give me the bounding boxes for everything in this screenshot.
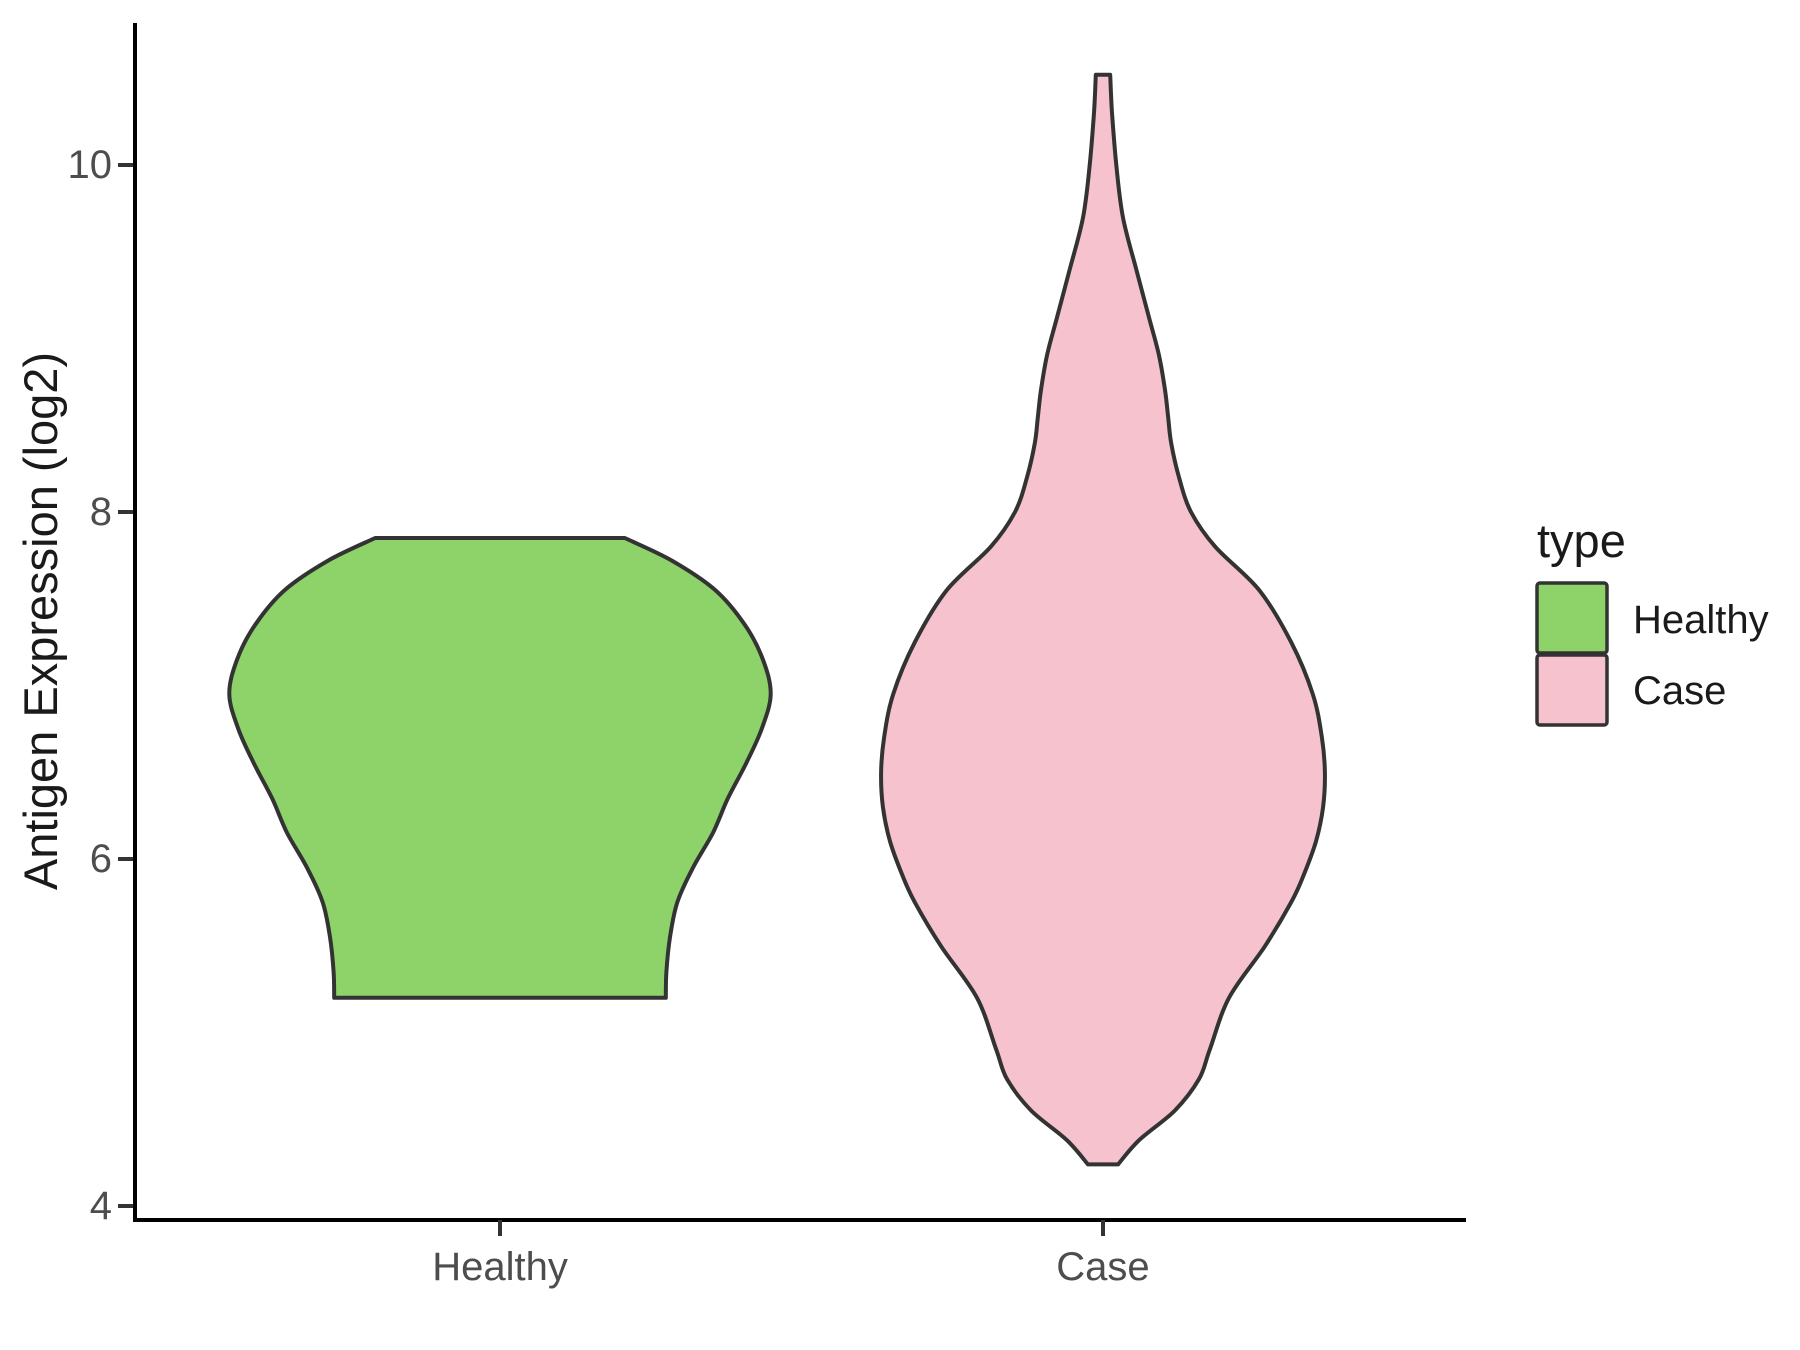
legend: type Healthy Case	[1535, 514, 1769, 727]
violin-case	[879, 72, 1327, 1167]
legend-title: type	[1537, 514, 1626, 567]
y-tick-label: 6	[90, 837, 112, 881]
violins-layer	[227, 72, 1327, 1167]
legend-label-case: Case	[1633, 669, 1726, 713]
x-category-label-case: Case	[1056, 1245, 1149, 1289]
violin-healthy	[227, 536, 773, 1000]
y-axis-title: Antigen Expression (log2)	[14, 352, 67, 890]
y-axis-ticks: 4 6 8 10	[68, 143, 133, 1228]
legend-key-case	[1535, 653, 1609, 727]
legend-label-healthy: Healthy	[1633, 598, 1769, 642]
x-axis-ticks: Healthy Case	[432, 1220, 1150, 1289]
x-category-label-healthy: Healthy	[432, 1245, 568, 1289]
legend-key-healthy	[1535, 581, 1609, 655]
y-tick-label: 10	[68, 143, 113, 187]
y-tick-label: 8	[90, 490, 112, 534]
y-tick-label: 4	[90, 1184, 112, 1228]
